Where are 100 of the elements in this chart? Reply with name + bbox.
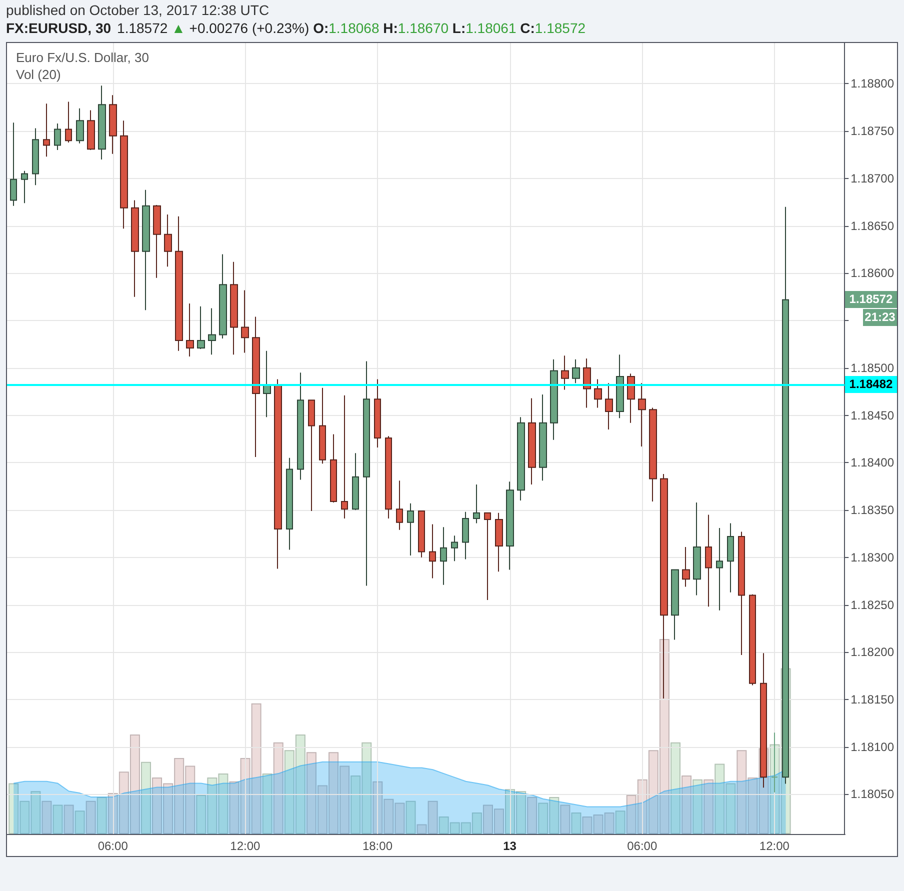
candlestick (175, 216, 183, 352)
y-tick-label: 1.18800 (850, 76, 894, 91)
candlestick (330, 434, 337, 503)
candlestick (550, 358, 558, 440)
candlestick (506, 481, 514, 570)
candlestick (363, 360, 370, 586)
y-tick-label: 1.18700 (850, 171, 894, 186)
candlestick (297, 372, 304, 480)
candlestick (638, 382, 646, 448)
ref-line-label: 1.18482 (845, 376, 897, 393)
candlestick (462, 511, 469, 560)
candlestick (451, 535, 458, 562)
x-tick-label: 06:00 (98, 839, 128, 853)
chart-title: Vol (20) (16, 67, 61, 82)
candlestick (716, 528, 723, 611)
candlestick (396, 480, 403, 530)
y-tick-label: 1.18450 (850, 408, 894, 422)
candlestick (274, 378, 282, 570)
candlestick (418, 510, 425, 558)
candlestick (473, 484, 480, 524)
candlestick (32, 128, 39, 186)
text: 21:23 (863, 309, 897, 326)
bar (615, 810, 626, 834)
bar (52, 804, 63, 834)
x-tick-label: 12:00 (759, 839, 790, 853)
candlestick (572, 358, 580, 384)
chart-title: FX:EURUSD, 30 (6, 20, 112, 36)
candlestick (407, 502, 414, 556)
y-tick-label: 1.18750 (850, 124, 894, 138)
candlestick (594, 378, 602, 408)
candlestick (352, 452, 359, 511)
candlestick (429, 524, 436, 579)
candlestick (197, 306, 205, 350)
candlestick (10, 122, 17, 206)
candlestick (583, 358, 591, 408)
bar (527, 796, 538, 834)
candlestick (208, 308, 216, 356)
y-tick-label: 1.18400 (850, 456, 894, 470)
candlestick (142, 189, 150, 311)
candlestick (738, 531, 745, 656)
candlestick (131, 200, 139, 298)
bar (560, 804, 570, 834)
candlestick (341, 394, 348, 520)
x-tick-label: 18:00 (362, 839, 393, 853)
candlestick (54, 123, 61, 151)
candlestick (749, 594, 756, 686)
x-tick-label: 12:00 (230, 839, 261, 853)
candlestick (263, 350, 271, 418)
bar (262, 774, 272, 834)
bar (64, 804, 74, 834)
text: published on October 13, 2017 12:38 UTC (6, 2, 270, 18)
candlestick (98, 85, 106, 160)
candlestick (627, 373, 635, 424)
candlestick (484, 512, 491, 601)
y-tick-label: 1.18300 (850, 550, 894, 564)
text: 1.18572 (845, 291, 897, 308)
candlestick (705, 514, 712, 608)
y-tick-label: 1.18500 (850, 360, 894, 375)
bar (670, 742, 680, 834)
candlestick (528, 398, 536, 485)
text: 1.18572 ▲ +0.00276 (+0.23%) O:1.18068 H:1.18670 L:1.18061 C:1.18572 (117, 20, 586, 36)
candlestick (186, 303, 194, 358)
candlestick (230, 261, 238, 356)
y-tick-label: 1.18600 (850, 266, 894, 280)
bar (692, 779, 703, 834)
candlestick (671, 569, 679, 640)
y-tick-label: 1.18100 (850, 740, 894, 754)
candlestick (385, 436, 392, 520)
candlestick (682, 546, 690, 588)
y-tick-label: 1.18200 (850, 645, 894, 660)
bar (42, 800, 52, 834)
candlestick (252, 316, 260, 458)
y-tick-label: 1.18050 (850, 787, 894, 802)
bar (571, 812, 582, 834)
candlestick (87, 110, 95, 151)
candlestick (539, 394, 547, 482)
candlestick (319, 387, 326, 464)
candlestick (153, 204, 161, 278)
bar (140, 762, 151, 834)
candlestick (43, 103, 50, 158)
candlestick (164, 214, 172, 268)
candlestick (616, 354, 624, 419)
candlestick (495, 512, 503, 572)
candlestick (649, 407, 657, 502)
y-tick-label: 1.18650 (850, 218, 894, 233)
candlestick (374, 378, 381, 448)
candlestick (693, 502, 701, 596)
candlestick (65, 101, 72, 143)
candlestick (241, 290, 249, 354)
candlestick (76, 108, 84, 144)
x-tick-label: 06:00 (627, 839, 658, 853)
candlestick (561, 355, 569, 390)
candlestick (440, 526, 447, 586)
candlestick (120, 120, 128, 230)
candlestick (109, 94, 117, 154)
bar (406, 800, 416, 834)
y-tick-label: 1.18250 (850, 598, 894, 612)
bar (74, 810, 85, 834)
candlestick (517, 416, 525, 502)
bar (86, 800, 96, 834)
